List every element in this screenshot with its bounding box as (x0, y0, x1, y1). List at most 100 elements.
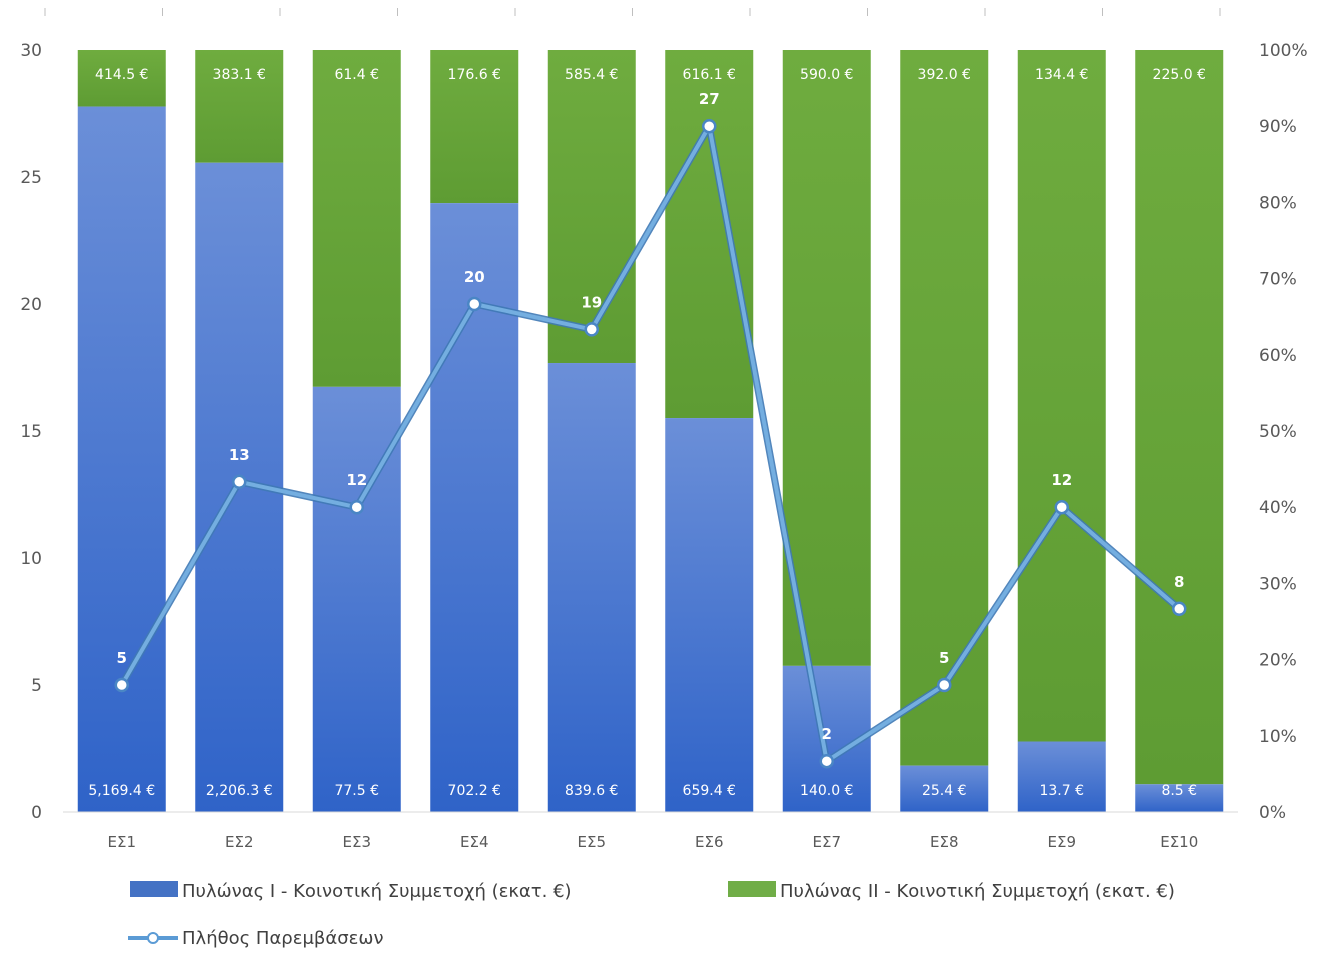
bars (77, 50, 1224, 813)
bar-segment-pillar-ii (547, 50, 636, 364)
legend-swatch-pillar-i (130, 881, 178, 897)
right-tick-label: 40% (1259, 498, 1297, 518)
line-path (119, 124, 1182, 764)
left-tick-label: 10 (20, 549, 42, 569)
bar-label-pillar-i: 5,169.4 € (88, 783, 155, 799)
line-point-label: 2 (822, 725, 832, 743)
line-point (467, 296, 482, 312)
legend-marker-interventions (147, 932, 159, 944)
line-point-label: 8 (1174, 573, 1184, 591)
x-tick-label: ΕΣ5 (578, 833, 607, 851)
bar-segment-pillar-ii (1017, 50, 1106, 742)
bar-label-pillar-ii: 225.0 € (1153, 67, 1206, 83)
left-tick-label: 5 (31, 676, 42, 696)
bar-label-pillar-ii: 590.0 € (800, 67, 853, 83)
legend-item-interventions: Πλήθος Παρεμβάσεων (128, 928, 384, 949)
right-tick-label: 60% (1259, 346, 1297, 366)
line-point (702, 118, 717, 134)
line-point-label: 5 (939, 649, 949, 667)
line-point (114, 677, 129, 693)
x-tick-label: ΕΣ2 (225, 833, 254, 851)
bar-label-pillar-i: 8.5 € (1161, 783, 1197, 799)
line-point (349, 499, 364, 515)
bar-label-pillar-i: 77.5 € (334, 783, 379, 799)
bar-segment-pillar-ii (1135, 50, 1224, 785)
bar-segment-pillar-i (77, 106, 166, 813)
right-tick-label: 80% (1259, 193, 1297, 213)
bar-label-pillar-i: 659.4 € (683, 783, 736, 799)
top-tick-marks (44, 8, 1221, 16)
left-tick-label: 0 (31, 803, 42, 823)
bar-segment-pillar-i (900, 765, 989, 812)
line-point-label: 13 (229, 446, 250, 464)
left-tick-label: 30 (20, 41, 42, 61)
x-tick-label: ΕΣ3 (343, 833, 372, 851)
legend-item-pillar-i: Πυλώνας Ι - Κοινοτική Συμμετοχή (εκατ. €… (130, 881, 572, 902)
line-point-label: 12 (1051, 471, 1072, 489)
bar-segment-pillar-ii (312, 50, 401, 387)
legend-swatch-pillar-ii (728, 881, 776, 897)
bar-segment-pillar-ii (195, 50, 284, 163)
line-series: 5 13 12 20 19 27 2 5 12 8 (114, 90, 1187, 769)
bar-segment-pillar-i (665, 418, 754, 812)
line-point (584, 322, 599, 337)
line-point (937, 677, 952, 693)
bar-segment-pillar-i (1017, 741, 1106, 812)
line-point-label: 19 (581, 293, 602, 311)
right-axis: 0% 10% 20% 30% 40% 50% 60% 70% 80% 90% 100% (1259, 41, 1308, 823)
line-point-label: 27 (699, 90, 720, 108)
bar-segment-pillar-ii (430, 50, 519, 204)
right-tick-label: 10% (1259, 727, 1297, 747)
line-point-label: 5 (117, 649, 127, 667)
bar-segment-pillar-i (430, 203, 519, 812)
bar-label-pillar-i: 13.7 € (1039, 783, 1084, 799)
x-tick-label: ΕΣ10 (1160, 833, 1198, 851)
right-tick-label: 0% (1259, 803, 1286, 823)
bar-label-pillar-ii: 383.1 € (213, 67, 266, 83)
x-axis: ΕΣ1 ΕΣ2 ΕΣ3 ΕΣ4 ΕΣ5 ΕΣ6 ΕΣ7 ΕΣ8 ΕΣ9 ΕΣ10 (63, 811, 1238, 851)
line-point (232, 474, 247, 490)
legend-item-pillar-ii: Πυλώνας ΙΙ - Κοινοτική Συμμετοχή (εκατ. … (728, 881, 1175, 902)
right-tick-label: 70% (1259, 270, 1297, 290)
bar-label-pillar-i: 25.4 € (922, 783, 967, 799)
bar-label-pillar-ii: 392.0 € (918, 67, 971, 83)
bar-segment-pillar-ii (782, 50, 871, 666)
left-axis: 0 5 10 15 20 25 30 (20, 41, 42, 823)
right-tick-label: 30% (1259, 574, 1297, 594)
left-tick-label: 20 (20, 295, 42, 315)
right-tick-label: 20% (1259, 651, 1297, 671)
bar-label-pillar-ii: 176.6 € (448, 67, 501, 83)
right-tick-label: 100% (1259, 41, 1308, 61)
bar-label-pillar-i: 839.6 € (565, 783, 618, 799)
left-tick-label: 25 (20, 168, 42, 188)
bar-label-pillar-i: 702.2 € (448, 783, 501, 799)
x-tick-label: ΕΣ4 (460, 833, 489, 851)
x-tick-label: ΕΣ7 (813, 833, 842, 851)
x-tick-label: ΕΣ9 (1048, 833, 1077, 851)
line-point-label: 20 (464, 268, 485, 286)
bar-label-pillar-i: 2,206.3 € (206, 783, 273, 799)
line-point (1054, 499, 1069, 515)
line-point (1172, 601, 1187, 617)
x-tick-label: ΕΣ1 (108, 833, 137, 851)
bar-labels: 414.5 € 5,169.4 € 383.1 € 2,206.3 € 61.4 € 77… (88, 67, 1206, 799)
legend-label-pillar-i: Πυλώνας Ι - Κοινοτική Συμμετοχή (εκατ. €… (182, 881, 572, 902)
right-tick-label: 90% (1259, 117, 1297, 137)
line-point (819, 753, 834, 769)
bar-label-pillar-ii: 134.4 € (1035, 67, 1088, 83)
bar-label-pillar-ii: 616.1 € (683, 67, 736, 83)
right-tick-label: 50% (1259, 422, 1297, 442)
bar-label-pillar-i: 140.0 € (800, 783, 853, 799)
bar-segment-pillar-ii (665, 50, 754, 419)
left-tick-label: 15 (20, 422, 42, 442)
line-point-label: 12 (346, 471, 367, 489)
bar-label-pillar-ii: 414.5 € (95, 67, 148, 83)
bar-segment-pillar-i (547, 363, 636, 812)
bar-label-pillar-ii: 585.4 € (565, 67, 618, 83)
x-tick-label: ΕΣ6 (695, 833, 724, 851)
legend: Πυλώνας Ι - Κοινοτική Συμμετοχή (εκατ. €… (128, 881, 1175, 949)
legend-label-interventions: Πλήθος Παρεμβάσεων (182, 928, 384, 949)
legend-label-pillar-ii: Πυλώνας ΙΙ - Κοινοτική Συμμετοχή (εκατ. … (780, 881, 1175, 902)
